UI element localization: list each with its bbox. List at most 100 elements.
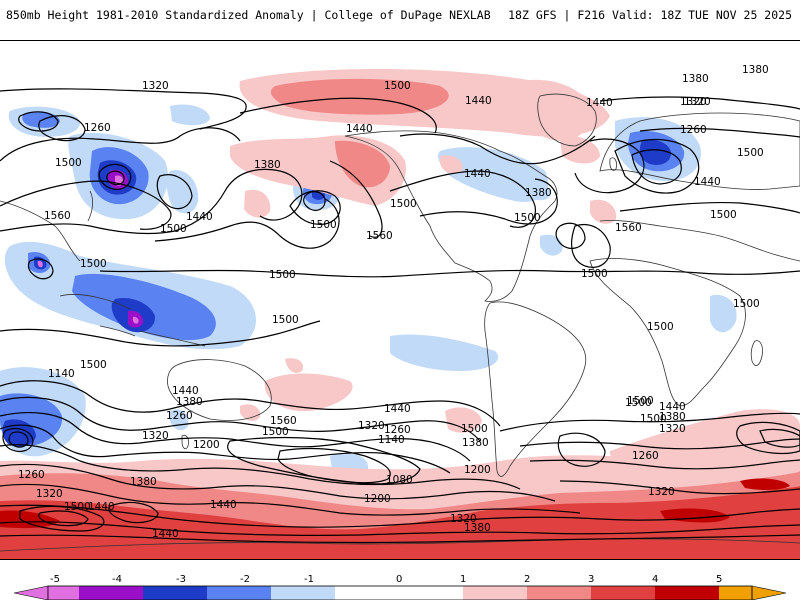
anomaly-region-pos1 <box>445 407 482 433</box>
contour-label: 1440 <box>659 401 686 413</box>
legend-swatch-neg4 <box>79 586 143 600</box>
legend-tick: -4 <box>112 574 122 585</box>
contour-label: 1320 <box>659 423 686 435</box>
contour-label: 1500 <box>640 413 667 425</box>
legend-ticks: -5 -4 -3 -2 -1 0 1 2 3 4 5 <box>50 574 722 585</box>
legend-swatch-pos1 <box>463 586 527 600</box>
contour-label: 1440 <box>694 176 721 188</box>
anomaly-region-pos4 <box>740 478 790 491</box>
contour-label: 1380 <box>130 476 157 488</box>
contour-label: 1560 <box>366 230 393 242</box>
contour-line <box>289 190 341 225</box>
contour-line <box>2 428 34 452</box>
contour-label: 1200 <box>193 439 220 451</box>
contour-line <box>227 436 421 485</box>
contour-label: 1320 <box>142 80 169 92</box>
contour-label: 1440 <box>465 95 492 107</box>
contour-line <box>329 160 383 238</box>
contour-line <box>0 411 471 462</box>
contour-label: 1320 <box>450 513 477 525</box>
anomaly-region-pos1 <box>244 189 271 218</box>
anomaly-region-neg3 <box>639 139 671 165</box>
contour-label: 1380 <box>254 159 281 171</box>
contour-label: 1500 <box>461 423 488 435</box>
legend-tick: 2 <box>524 574 530 585</box>
legend-swatch-neg5 <box>48 586 79 600</box>
contour-line <box>555 222 586 249</box>
contour-label: 1500 <box>514 212 541 224</box>
anomaly-map: 1320 1500 1440 1380 1260 1500 1560 1500 … <box>0 40 800 560</box>
anomaly-region-pos2 <box>335 140 390 188</box>
contour-label: 1500 <box>737 147 764 159</box>
contour-label: 1440 <box>346 123 373 135</box>
coastline-greenland <box>537 93 597 147</box>
contour-line <box>0 444 521 490</box>
coastline-east-asia <box>0 190 94 262</box>
contour-line <box>0 168 303 235</box>
contour-line <box>99 269 800 278</box>
contour-label: 1440 <box>464 168 491 180</box>
contour-label: 1380 <box>525 187 552 199</box>
contour-label: 1200 <box>464 464 491 476</box>
header: 850mb Height 1981-2010 Standardized Anom… <box>0 0 800 40</box>
legend-swatch-neg1 <box>271 586 335 600</box>
coastline-antarctica <box>0 538 800 552</box>
contour-line <box>0 534 800 544</box>
contour-line <box>156 174 193 210</box>
contour-line <box>0 180 172 230</box>
contour-label: 1500 <box>272 314 299 326</box>
contour-label: 1320 <box>36 488 63 500</box>
contour-label: 1320 <box>680 96 707 108</box>
contour-label: 1260 <box>384 424 411 436</box>
coastline-new-zealand <box>181 434 189 450</box>
legend-colorbar <box>13 585 787 600</box>
contour-label: 1260 <box>84 122 111 134</box>
contour-line <box>0 504 800 528</box>
contour-label: 1500 <box>581 268 608 280</box>
contour-line <box>614 138 700 194</box>
coastline-north-america <box>344 130 558 302</box>
contour-label: 1500 <box>627 395 654 407</box>
coastline-uk <box>609 157 617 171</box>
contour-line <box>98 163 132 190</box>
contour-label: 1380 <box>462 437 489 449</box>
coastlines <box>0 93 800 552</box>
contour-line <box>619 201 800 214</box>
anomaly-region-neg2 <box>22 111 60 128</box>
contour-line <box>38 510 89 527</box>
contour-line <box>154 198 340 249</box>
contour-label: 1500 <box>733 298 760 310</box>
contour-line <box>519 438 800 450</box>
contour-label: 1440 <box>384 403 411 415</box>
contour-label: 1260 <box>18 469 45 481</box>
legend-canvas: -5 -4 -3 -2 -1 0 1 2 3 4 5 <box>13 574 787 600</box>
contour-line <box>571 224 611 268</box>
anomaly-region-pos2 <box>270 78 449 115</box>
anomaly-region-neg1 <box>525 179 551 201</box>
contour-line <box>239 97 437 134</box>
contour-label: 1200 <box>364 493 391 505</box>
map-canvas: 1320 1500 1440 1380 1260 1500 1560 1500 … <box>0 64 800 559</box>
legend-tick: 3 <box>588 574 594 585</box>
contour-label: 1500 <box>80 258 107 270</box>
anomaly-region-pos1 <box>515 79 591 141</box>
contour-line <box>0 521 800 536</box>
contour-label: 1380 <box>742 64 769 76</box>
contour-label: 1500 <box>262 426 289 438</box>
coastline-australia <box>167 359 272 421</box>
contour-line <box>0 483 581 516</box>
contour-line <box>0 320 321 347</box>
contour-label: 1500 <box>160 223 187 235</box>
contour-label: 1500 <box>625 397 652 409</box>
contour-line <box>529 459 800 470</box>
legend-swatch-pos3 <box>591 586 655 600</box>
contour-label: 1080 <box>386 474 413 486</box>
legend-tick: -2 <box>240 574 250 585</box>
anomaly-region-neg1 <box>710 294 737 333</box>
contour-line <box>277 447 391 484</box>
contour-label: 1440 <box>88 501 115 513</box>
anomaly-region-neg1 <box>170 104 210 126</box>
contour-line <box>0 88 247 130</box>
contour-line <box>0 380 501 427</box>
legend-tick: 4 <box>652 574 658 585</box>
